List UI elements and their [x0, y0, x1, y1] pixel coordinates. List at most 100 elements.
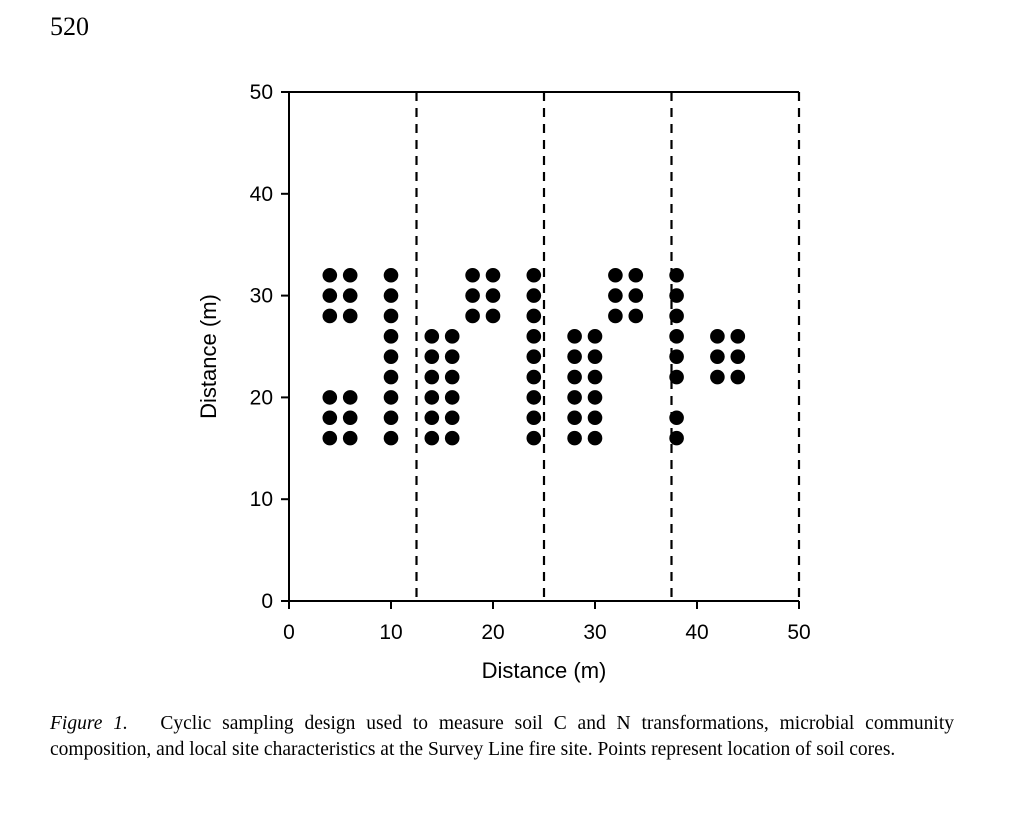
soil-core-point — [730, 369, 746, 385]
soil-core-point — [710, 349, 725, 364]
axes-layer: 0 10 20 30 40 50 0 10 20 30 40 50 — [250, 81, 811, 644]
soil-core-point — [465, 288, 480, 303]
soil-core-point — [383, 308, 399, 324]
y-axis-title: Distance (m) — [196, 294, 221, 419]
figure-caption-text: Cyclic sampling design used to measure s… — [50, 713, 955, 760]
soil-core-point — [567, 410, 582, 426]
soil-core-point — [567, 430, 582, 446]
soil-core-point — [383, 410, 399, 426]
soil-core-point — [465, 308, 480, 324]
soil-core-point — [342, 430, 358, 446]
soil-core-point — [342, 308, 358, 324]
soil-core-point — [444, 349, 460, 364]
soil-core-point — [485, 288, 501, 303]
y-tick-label: 0 — [261, 590, 273, 613]
y-tick-label: 10 — [250, 488, 273, 511]
soil-core-point — [424, 329, 440, 344]
soil-core-point — [444, 430, 460, 446]
x-tick-label: 50 — [787, 621, 810, 644]
soil-core-point — [322, 267, 338, 283]
soil-core-point — [526, 329, 542, 344]
soil-core-point — [485, 308, 501, 324]
soil-core-point — [526, 369, 542, 385]
x-axis-title: Distance (m) — [482, 658, 607, 683]
soil-core-point — [587, 369, 603, 385]
soil-core-point — [628, 288, 644, 303]
soil-core-point — [608, 288, 623, 303]
soil-core-point — [424, 390, 440, 405]
soil-core-point — [608, 267, 623, 283]
soil-core-point — [669, 369, 684, 385]
soil-core-point — [608, 308, 623, 324]
soil-core-point — [383, 349, 399, 364]
soil-core-point — [383, 267, 399, 283]
soil-core-point — [587, 410, 603, 426]
soil-core-point — [710, 329, 725, 344]
soil-core-point — [465, 267, 480, 283]
soil-core-point — [383, 288, 399, 303]
soil-core-point — [669, 430, 684, 446]
soil-core-point — [322, 308, 338, 324]
soil-core-point — [322, 288, 338, 303]
sampling-design-chart: 0 10 20 30 40 50 0 10 20 30 40 50 Distance (m) Dist… — [196, 81, 811, 683]
x-tick-label: 20 — [481, 621, 504, 644]
soil-core-point — [342, 390, 358, 405]
x-tick-label: 0 — [283, 621, 295, 644]
soil-core-point — [567, 349, 582, 364]
soil-core-point — [567, 329, 582, 344]
x-tick-label: 30 — [583, 621, 606, 644]
y-tick-label: 50 — [250, 81, 273, 104]
y-tick-label: 20 — [250, 386, 273, 409]
soil-core-point — [383, 369, 399, 385]
soil-core-point — [526, 390, 542, 405]
x-tick-label: 40 — [685, 621, 708, 644]
soil-core-point — [730, 329, 746, 344]
y-tick-label: 40 — [250, 183, 273, 206]
soil-core-point — [342, 267, 358, 283]
soil-core-point — [424, 410, 440, 426]
soil-core-points-layer — [322, 267, 746, 446]
soil-core-point — [587, 349, 603, 364]
soil-core-point — [526, 288, 542, 303]
soil-core-point — [567, 369, 582, 385]
soil-core-point — [485, 267, 501, 283]
soil-core-point — [628, 267, 644, 283]
y-tick-label: 30 — [250, 285, 273, 308]
figure-caption: Figure 1. Cyclic sampling design used to… — [50, 711, 954, 763]
soil-core-point — [424, 430, 440, 446]
soil-core-point — [383, 390, 399, 405]
soil-core-point — [669, 308, 684, 324]
soil-core-point — [587, 390, 603, 405]
page-number: 520 — [50, 12, 89, 41]
soil-core-point — [444, 369, 460, 385]
soil-core-point — [669, 267, 684, 283]
soil-core-point — [383, 329, 399, 344]
soil-core-point — [669, 349, 684, 364]
soil-core-point — [526, 410, 542, 426]
soil-core-point — [730, 349, 746, 364]
soil-core-point — [526, 430, 542, 446]
soil-core-point — [526, 267, 542, 283]
soil-core-point — [444, 390, 460, 405]
soil-core-point — [322, 390, 338, 405]
soil-core-point — [669, 288, 684, 303]
soil-core-point — [444, 410, 460, 426]
soil-core-point — [587, 430, 603, 446]
soil-core-point — [669, 329, 684, 344]
soil-core-point — [526, 349, 542, 364]
figure-label: Figure 1. — [50, 713, 128, 734]
soil-core-point — [342, 288, 358, 303]
x-tick-label: 10 — [379, 621, 402, 644]
soil-core-point — [322, 430, 338, 446]
soil-core-point — [710, 369, 725, 385]
soil-core-point — [526, 308, 542, 324]
soil-core-point — [322, 410, 338, 426]
soil-core-point — [587, 329, 603, 344]
dashed-lines-layer — [415, 92, 801, 601]
soil-core-point — [567, 390, 582, 405]
soil-core-point — [628, 308, 644, 324]
soil-core-point — [424, 369, 440, 385]
soil-core-point — [669, 410, 684, 426]
soil-core-point — [424, 349, 440, 364]
soil-core-point — [444, 329, 460, 344]
